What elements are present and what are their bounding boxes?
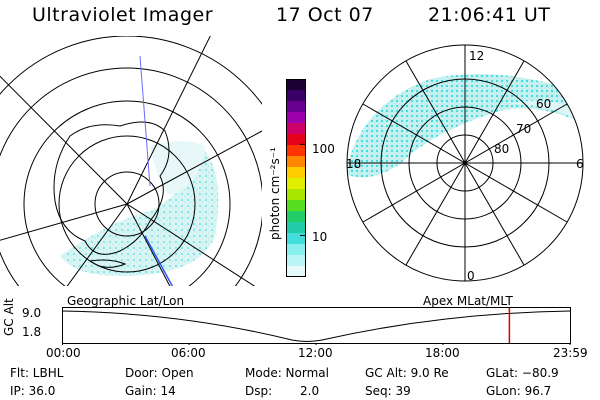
colorbar-tick-10: 10 bbox=[312, 230, 328, 244]
magnetic-polar-map: 12 18 6 0 60 70 80 bbox=[346, 44, 584, 283]
info-glat: GLat: −80.9 bbox=[486, 366, 559, 380]
aurora-emission bbox=[60, 151, 219, 276]
info-flt: Flt: LBHL bbox=[10, 366, 64, 380]
mlat-label-60: 60 bbox=[536, 97, 551, 111]
time-label: 21:06:41 UT bbox=[428, 4, 551, 26]
xtick-1800: 18:00 bbox=[425, 346, 460, 360]
colorbar-swatch bbox=[286, 178, 306, 190]
info-door: Door: Open bbox=[125, 366, 194, 380]
colorbar-swatch bbox=[286, 145, 306, 157]
info-ip: IP: 36.0 bbox=[10, 384, 56, 398]
mlt-label-0: 0 bbox=[467, 269, 475, 283]
info-dsp-label: Dsp: bbox=[245, 384, 273, 398]
geographic-polar-map bbox=[0, 36, 262, 286]
info-dsp-value: 2.0 bbox=[300, 384, 320, 398]
auroral-oval bbox=[347, 74, 583, 178]
colorbar-swatch bbox=[286, 90, 306, 102]
date-label: 17 Oct 07 bbox=[276, 4, 374, 26]
mlt-label-6: 6 bbox=[576, 157, 584, 171]
info-gain: Gain: 14 bbox=[125, 384, 176, 398]
left-panel-caption: Geographic Lat/Lon bbox=[67, 294, 185, 308]
colorbar-swatch bbox=[286, 79, 306, 91]
colorbar-swatch bbox=[286, 244, 306, 256]
ytick-9: 9.0 bbox=[22, 306, 42, 320]
colorbar bbox=[286, 79, 306, 277]
xtick-2359: 23:59 bbox=[553, 346, 588, 360]
colorbar-swatch bbox=[286, 200, 306, 212]
altitude-curve bbox=[62, 310, 571, 342]
colorbar-swatch bbox=[286, 101, 306, 113]
colorbar-swatch bbox=[286, 156, 306, 168]
colorbar-swatch bbox=[286, 222, 306, 234]
colorbar-tick-100: 100 bbox=[312, 142, 335, 156]
mlt-label-12: 12 bbox=[469, 49, 484, 63]
altitude-timeline bbox=[62, 307, 571, 345]
aurora-diffuse bbox=[150, 141, 205, 196]
colorbar-swatch bbox=[286, 167, 306, 179]
colorbar-swatch bbox=[286, 123, 306, 135]
mlat-label-80: 80 bbox=[494, 142, 509, 156]
instrument-title: Ultraviolet Imager bbox=[32, 4, 214, 26]
right-panel-caption: Apex MLat/MLT bbox=[423, 294, 513, 308]
xtick-1200: 12:00 bbox=[298, 346, 333, 360]
info-glon: GLon: 96.7 bbox=[486, 384, 552, 398]
continent-outline bbox=[53, 121, 170, 255]
colorbar-swatch bbox=[286, 233, 306, 245]
info-mode: Mode: Normal bbox=[245, 366, 329, 380]
colorbar-swatch bbox=[286, 189, 306, 201]
info-seq: Seq: 39 bbox=[365, 384, 411, 398]
xtick-0000: 00:00 bbox=[46, 346, 81, 360]
colorbar-swatch bbox=[286, 266, 306, 277]
colorbar-label: photon cm⁻²s⁻¹ bbox=[268, 147, 282, 240]
colorbar-swatch bbox=[286, 112, 306, 124]
mlat-label-70: 70 bbox=[516, 122, 531, 136]
colorbar-swatch bbox=[286, 255, 306, 267]
info-gc-alt: GC Alt: 9.0 Re bbox=[365, 366, 449, 380]
ytick-1-8: 1.8 bbox=[22, 325, 42, 339]
colorbar-swatch bbox=[286, 134, 306, 146]
xtick-0600: 06:00 bbox=[171, 346, 206, 360]
colorbar-swatch bbox=[286, 211, 306, 223]
mlt-label-18: 18 bbox=[346, 157, 361, 171]
timeline-ylabel: GC Alt bbox=[2, 298, 16, 336]
orbit-track bbox=[139, 55, 151, 187]
